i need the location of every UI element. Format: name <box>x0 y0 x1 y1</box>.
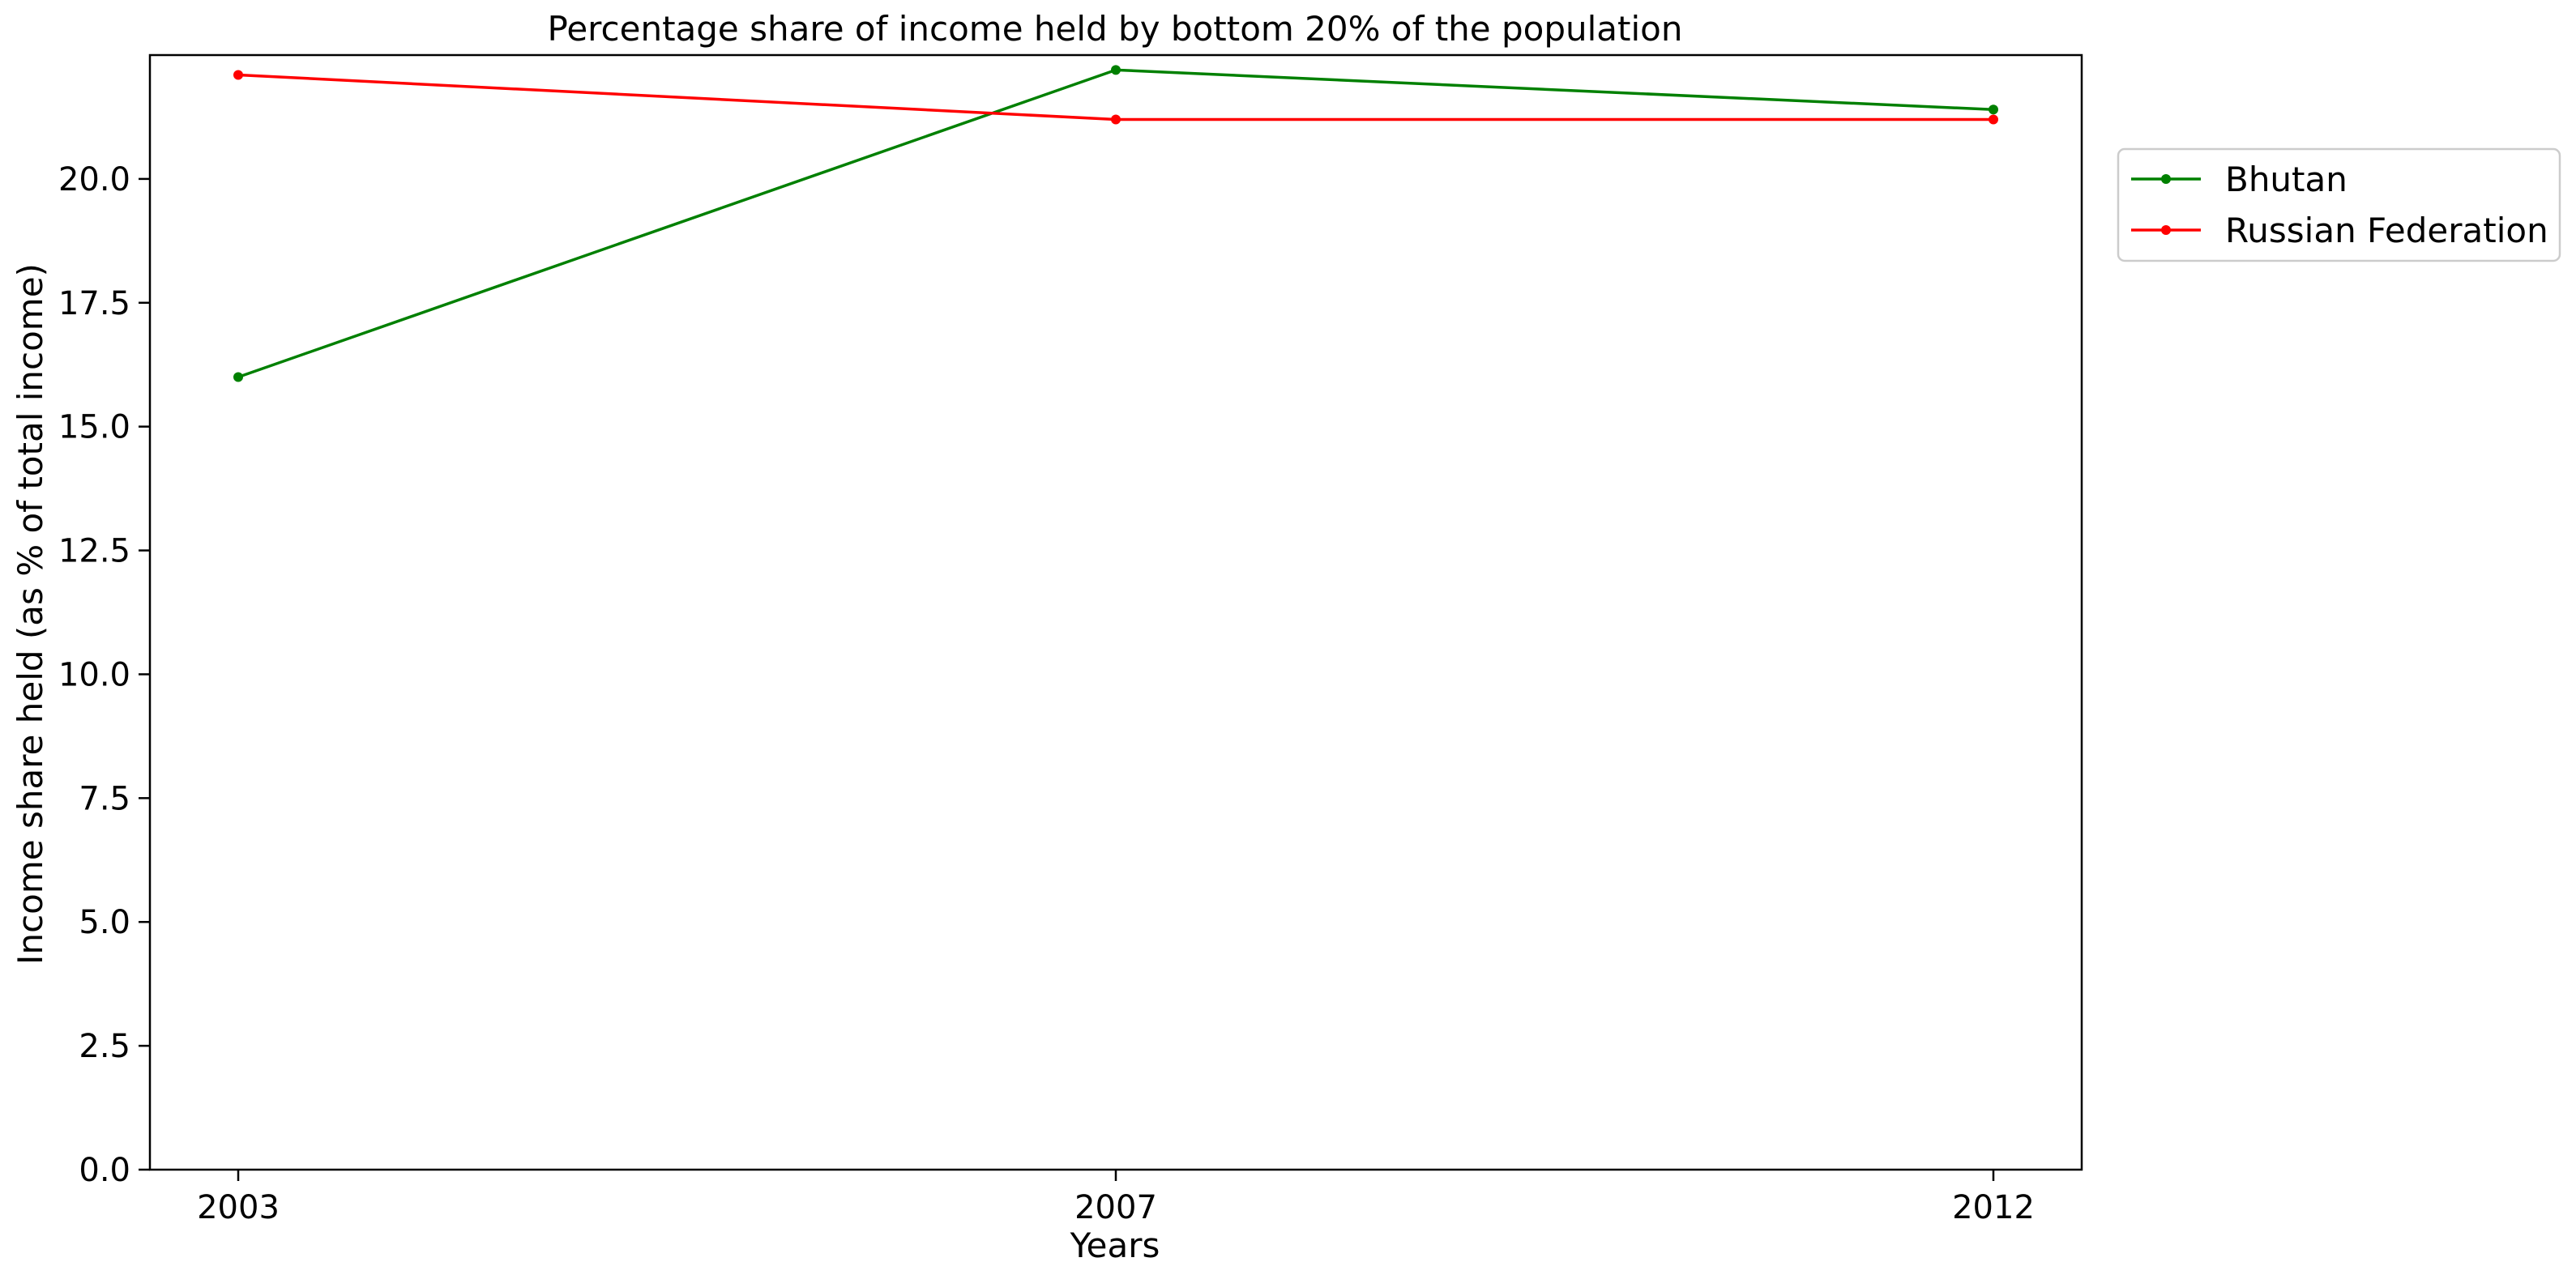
data-point-russian-federation <box>1989 114 1998 125</box>
data-point-russian-federation <box>233 70 243 80</box>
y-tick-label: 12.5 <box>58 533 130 570</box>
y-tick-label: 7.5 <box>79 780 130 817</box>
legend-marker-bhutan <box>2161 174 2171 184</box>
y-axis-label: Income share held (as % of total income) <box>11 263 50 965</box>
y-tick-label: 10.0 <box>58 656 130 693</box>
legend-label-bhutan: Bhutan <box>2225 160 2347 199</box>
plot-area: 0.0 2.5 5.0 7.5 10.0 12.5 15.0 17.5 20.0 2003 2007… <box>58 53 2083 1226</box>
legend-marker-russian-federation <box>2161 225 2171 235</box>
y-tick-label: 15.0 <box>58 409 130 446</box>
chart-title: Percentage share of income held by botto… <box>548 9 1683 49</box>
x-tick-label: 2007 <box>1074 1189 1157 1226</box>
y-tick-label: 2.5 <box>79 1028 130 1065</box>
y-tick-label: 20.0 <box>58 161 130 198</box>
x-axis-label: Years <box>1070 1226 1160 1265</box>
x-tick-label: 2003 <box>197 1189 280 1226</box>
legend-label-russian-federation: Russian Federation <box>2225 211 2548 250</box>
data-point-bhutan <box>233 372 243 382</box>
plot-frame <box>148 53 2083 1171</box>
legend-box <box>2117 147 2561 262</box>
data-point-bhutan <box>1111 65 1121 75</box>
y-tick-label: 0.0 <box>79 1152 130 1189</box>
x-tick-label: 2012 <box>1952 1189 2035 1226</box>
y-tick-label: 17.5 <box>58 285 130 322</box>
legend: Bhutan Russian Federation <box>2117 147 2561 262</box>
data-point-russian-federation <box>1111 114 1121 125</box>
data-point-bhutan <box>1989 104 1998 115</box>
y-tick-label: 5.0 <box>79 904 130 941</box>
